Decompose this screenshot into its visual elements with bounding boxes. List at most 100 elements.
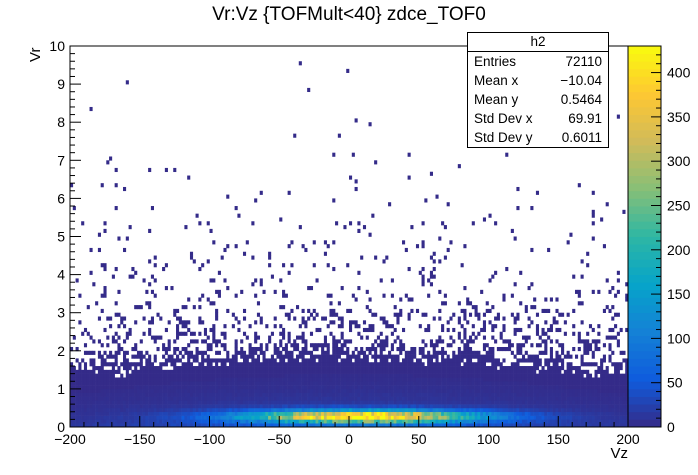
heatmap-cell [92, 404, 96, 409]
heatmap-cell [323, 343, 327, 348]
heatmap-cell [273, 289, 277, 294]
heatmap-cell [270, 404, 274, 409]
heatmap-cell [273, 343, 277, 348]
heatmap-cell [343, 358, 347, 363]
heatmap-cell [176, 358, 180, 363]
heatmap-cell [385, 339, 389, 344]
heatmap-cell [240, 385, 244, 390]
heatmap-cell [162, 354, 166, 359]
heatmap-cell [494, 221, 498, 226]
heatmap-cell [572, 400, 576, 405]
heatmap-cell [357, 354, 361, 359]
heatmap-cell [131, 362, 135, 367]
heatmap-cell [307, 423, 311, 428]
heatmap-cell [335, 423, 339, 428]
heatmap-cell [282, 407, 286, 413]
heatmap-cell [466, 354, 470, 359]
heatmap-cell [282, 373, 286, 378]
heatmap-cell [282, 381, 286, 386]
heatmap-cell [516, 350, 520, 355]
heatmap-cell [262, 407, 266, 413]
heatmap-cell [580, 259, 584, 264]
heatmap-cell [443, 407, 447, 413]
heatmap-cell [580, 369, 584, 374]
heatmap-cell [368, 362, 372, 367]
heatmap-cell [457, 362, 461, 367]
heatmap-cell [220, 385, 224, 390]
heatmap-cell [100, 396, 104, 401]
heatmap-cell [323, 373, 327, 378]
heatmap-cell [533, 366, 537, 371]
heatmap-cell [287, 354, 291, 359]
heatmap-cell [577, 377, 581, 382]
heatmap-cell [120, 419, 124, 424]
heatmap-cell [466, 411, 470, 416]
heatmap-cell [173, 411, 177, 416]
heatmap-cell [245, 385, 249, 390]
heatmap-cell [555, 369, 559, 374]
heatmap-cell [153, 335, 157, 340]
heatmap-cell [321, 358, 325, 363]
heatmap-cell [371, 415, 375, 420]
heatmap-cell [100, 293, 104, 298]
heatmap-cell [463, 362, 467, 367]
heatmap-cell [279, 392, 283, 397]
heatmap-cell [81, 423, 85, 428]
heatmap-cell [329, 415, 333, 420]
heatmap-cell [552, 320, 556, 325]
heatmap-cell [527, 415, 531, 420]
heatmap-cell [248, 385, 252, 390]
heatmap-cell [106, 369, 110, 374]
heatmap-cell [365, 404, 369, 409]
heatmap-cell [136, 423, 141, 428]
heatmap-cell [374, 423, 378, 428]
heatmap-cell [217, 400, 221, 405]
heatmap-cell [237, 369, 241, 374]
heatmap-cell [139, 339, 143, 344]
heatmap-cell [485, 373, 489, 378]
heatmap-cell [583, 407, 587, 413]
heatmap-cell [388, 202, 392, 207]
heatmap-cell [622, 411, 626, 416]
heatmap-cell [201, 350, 205, 355]
heatmap-cell [441, 400, 445, 405]
heatmap-cell [368, 369, 372, 374]
heatmap-cell [594, 373, 598, 378]
heatmap-cell [558, 385, 562, 390]
heatmap-cell [229, 377, 233, 382]
heatmap-cell [335, 385, 339, 390]
heatmap-cell [371, 396, 375, 401]
heatmap-cell [111, 362, 115, 367]
heatmap-cell [354, 407, 358, 413]
palette-band [628, 327, 661, 336]
heatmap-cell [337, 324, 341, 329]
heatmap-cell [109, 396, 113, 401]
heatmap-cell [318, 354, 322, 359]
heatmap-cell [315, 343, 319, 348]
heatmap-cell [321, 392, 325, 397]
heatmap-cell [360, 407, 364, 413]
heatmap-cell [413, 415, 417, 420]
heatmap-cell [491, 404, 495, 409]
heatmap-cell [362, 423, 367, 428]
heatmap-cell [229, 358, 233, 363]
heatmap-cell [184, 404, 188, 409]
heatmap-cell [189, 366, 194, 371]
heatmap-cell [78, 366, 82, 371]
heatmap-cell [321, 377, 325, 382]
heatmap-cell [198, 385, 202, 390]
heatmap-cell [544, 419, 548, 424]
heatmap-cell [304, 247, 308, 253]
heatmap-cell [187, 392, 191, 397]
heatmap-cell [262, 366, 266, 371]
heatmap-cell [374, 381, 378, 386]
x-tick-label: −150 [124, 431, 156, 447]
heatmap-cell [591, 404, 595, 409]
heatmap-cell [418, 324, 422, 329]
heatmap-cell [282, 385, 286, 390]
heatmap-cell [547, 373, 551, 378]
heatmap-cell [318, 369, 322, 374]
heatmap-cell [326, 377, 330, 382]
heatmap-cell [131, 354, 135, 359]
heatmap-cell [388, 392, 392, 397]
